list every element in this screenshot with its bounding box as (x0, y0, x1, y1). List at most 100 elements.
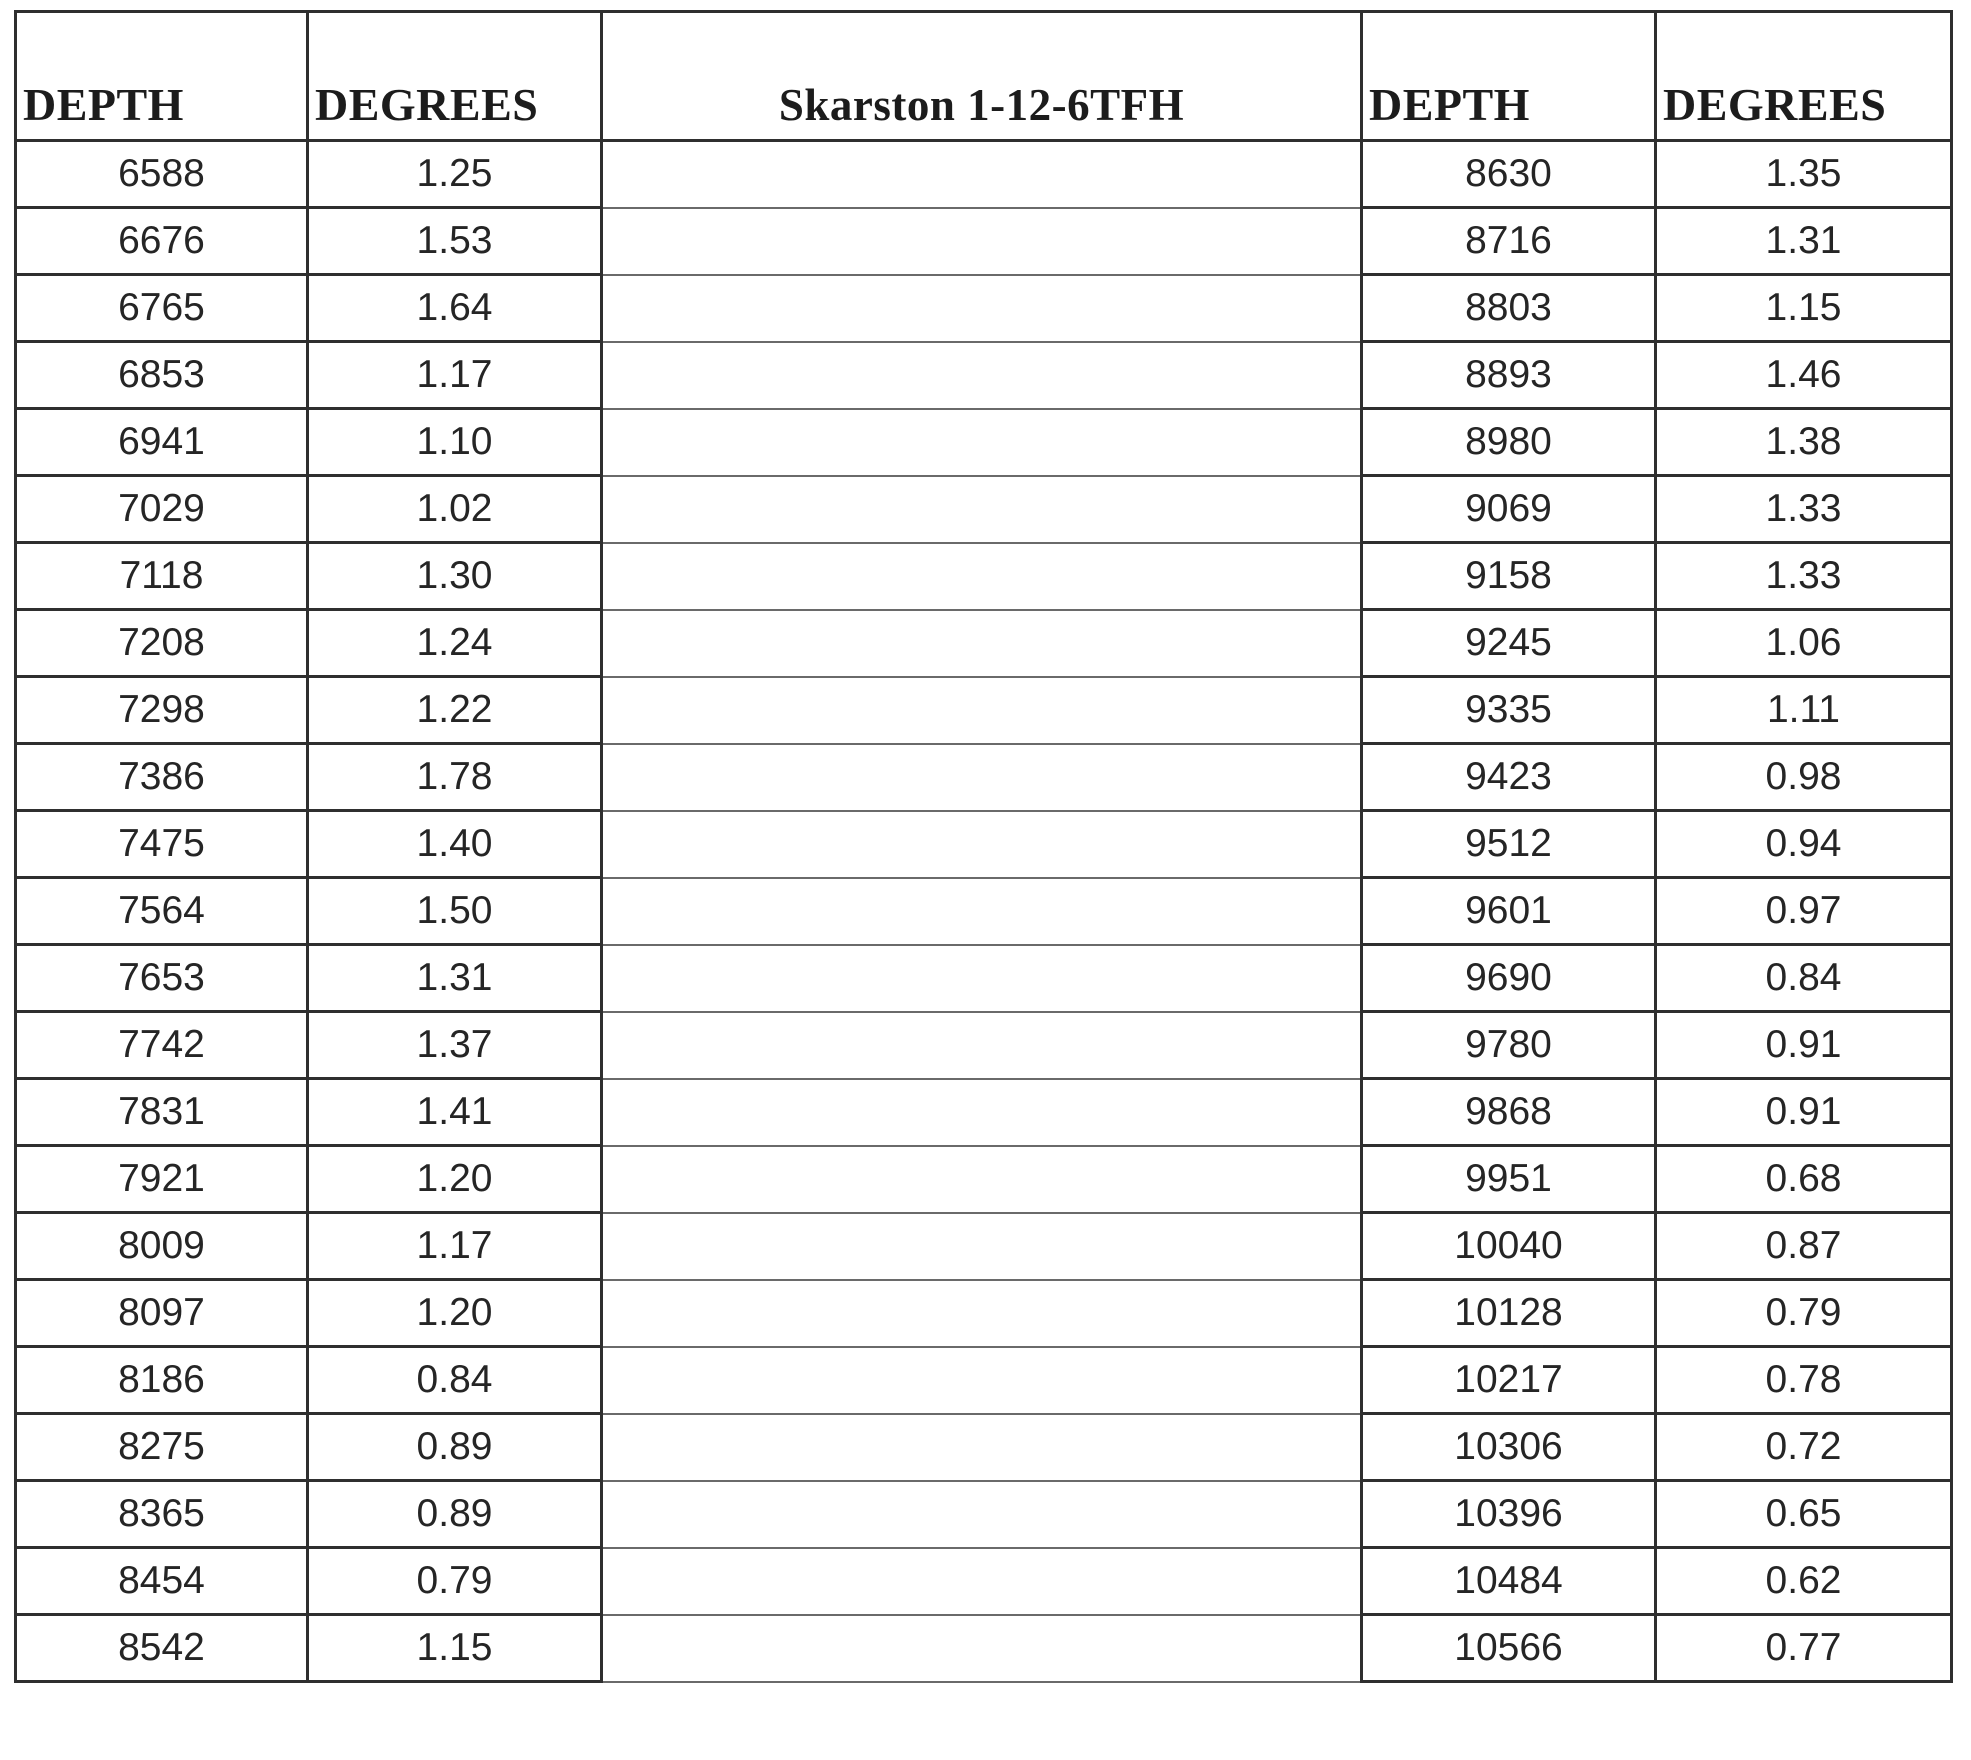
blank-middle-cell (600, 340, 1363, 410)
blank-middle-cell (600, 943, 1363, 1013)
depth-right-cell: 9512 (1360, 809, 1657, 879)
degrees-left-cell: 1.17 (306, 1211, 603, 1281)
depth-right-cell: 8716 (1360, 206, 1657, 276)
degrees-right-cell: 1.38 (1654, 407, 1953, 477)
table-row: 6588 1.25 8630 1.35 (14, 139, 1953, 209)
depth-right-cell: 9868 (1360, 1077, 1657, 1147)
depth-right-cell: 8893 (1360, 340, 1657, 410)
header-depth-right: DEPTH (1360, 10, 1657, 142)
blank-middle-cell (600, 1546, 1363, 1616)
depth-left-cell: 7653 (14, 943, 309, 1013)
depth-left-cell: 6853 (14, 340, 309, 410)
depth-right-cell: 8630 (1360, 139, 1657, 209)
blank-middle-cell (600, 273, 1363, 343)
table-body: 6588 1.25 8630 1.35 6676 1.53 8716 1.31 6765 1.64… (14, 139, 1953, 1683)
degrees-right-cell: 0.98 (1654, 742, 1953, 812)
degrees-left-cell: 1.25 (306, 139, 603, 209)
depth-right-cell: 9335 (1360, 675, 1657, 745)
depth-left-cell: 8275 (14, 1412, 309, 1482)
degrees-left-cell: 1.50 (306, 876, 603, 946)
table-row: 8275 0.89 10306 0.72 (14, 1412, 1953, 1482)
depth-right-cell: 9690 (1360, 943, 1657, 1013)
degrees-right-cell: 1.31 (1654, 206, 1953, 276)
degrees-right-cell: 0.77 (1654, 1613, 1953, 1683)
degrees-right-cell: 0.94 (1654, 809, 1953, 879)
blank-middle-cell (600, 1412, 1363, 1482)
table-row: 8009 1.17 10040 0.87 (14, 1211, 1953, 1281)
degrees-left-cell: 1.20 (306, 1278, 603, 1348)
degrees-left-cell: 1.37 (306, 1010, 603, 1080)
header-degrees-left: DEGREES (306, 10, 603, 142)
table-row: 7564 1.50 9601 0.97 (14, 876, 1953, 946)
depth-left-cell: 8186 (14, 1345, 309, 1415)
depth-right-cell: 8980 (1360, 407, 1657, 477)
degrees-right-cell: 1.06 (1654, 608, 1953, 678)
blank-middle-cell (600, 608, 1363, 678)
table-row: 7029 1.02 9069 1.33 (14, 474, 1953, 544)
degrees-left-cell: 1.22 (306, 675, 603, 745)
degrees-left-cell: 0.89 (306, 1479, 603, 1549)
degrees-left-cell: 1.41 (306, 1077, 603, 1147)
degrees-right-cell: 0.84 (1654, 943, 1953, 1013)
degrees-left-cell: 1.20 (306, 1144, 603, 1214)
depth-left-cell: 7831 (14, 1077, 309, 1147)
depth-right-cell: 8803 (1360, 273, 1657, 343)
blank-middle-cell (600, 1211, 1363, 1281)
depth-right-cell: 10128 (1360, 1278, 1657, 1348)
blank-middle-cell (600, 407, 1363, 477)
degrees-right-cell: 0.68 (1654, 1144, 1953, 1214)
depth-left-cell: 7742 (14, 1010, 309, 1080)
degrees-right-cell: 1.33 (1654, 541, 1953, 611)
depth-right-cell: 10484 (1360, 1546, 1657, 1616)
degrees-left-cell: 1.64 (306, 273, 603, 343)
blank-middle-cell (600, 1077, 1363, 1147)
degrees-left-cell: 0.84 (306, 1345, 603, 1415)
table-row: 7653 1.31 9690 0.84 (14, 943, 1953, 1013)
depth-left-cell: 8365 (14, 1479, 309, 1549)
table-row: 8186 0.84 10217 0.78 (14, 1345, 1953, 1415)
depth-right-cell: 10040 (1360, 1211, 1657, 1281)
table-row: 6853 1.17 8893 1.46 (14, 340, 1953, 410)
depth-left-cell: 7118 (14, 541, 309, 611)
depth-left-cell: 6765 (14, 273, 309, 343)
well-name-title: Skarston 1-12-6TFH (600, 10, 1363, 142)
depth-left-cell: 7921 (14, 1144, 309, 1214)
table-row: 8365 0.89 10396 0.65 (14, 1479, 1953, 1549)
degrees-right-cell: 1.15 (1654, 273, 1953, 343)
blank-middle-cell (600, 139, 1363, 209)
degrees-left-cell: 1.40 (306, 809, 603, 879)
depth-left-cell: 7386 (14, 742, 309, 812)
table-row: 7208 1.24 9245 1.06 (14, 608, 1953, 678)
blank-middle-cell (600, 474, 1363, 544)
blank-middle-cell (600, 1479, 1363, 1549)
depth-right-cell: 10396 (1360, 1479, 1657, 1549)
degrees-right-cell: 0.91 (1654, 1077, 1953, 1147)
degrees-left-cell: 0.79 (306, 1546, 603, 1616)
header-row: DEPTH DEGREES Skarston 1-12-6TFH DEPTH D… (14, 10, 1953, 142)
depth-right-cell: 10217 (1360, 1345, 1657, 1415)
depth-left-cell: 6941 (14, 407, 309, 477)
degrees-right-cell: 1.11 (1654, 675, 1953, 745)
degrees-right-cell: 1.35 (1654, 139, 1953, 209)
degrees-left-cell: 0.89 (306, 1412, 603, 1482)
degrees-right-cell: 0.87 (1654, 1211, 1953, 1281)
depth-right-cell: 9601 (1360, 876, 1657, 946)
depth-right-cell: 9069 (1360, 474, 1657, 544)
depth-left-cell: 8009 (14, 1211, 309, 1281)
depth-left-cell: 8097 (14, 1278, 309, 1348)
depth-right-cell: 9780 (1360, 1010, 1657, 1080)
degrees-right-cell: 0.72 (1654, 1412, 1953, 1482)
blank-middle-cell (600, 1278, 1363, 1348)
deviation-survey-table: DEPTH DEGREES Skarston 1-12-6TFH DEPTH D… (14, 10, 1953, 1683)
blank-middle-cell (600, 541, 1363, 611)
degrees-right-cell: 0.97 (1654, 876, 1953, 946)
blank-middle-cell (600, 1010, 1363, 1080)
depth-right-cell: 9423 (1360, 742, 1657, 812)
depth-left-cell: 8454 (14, 1546, 309, 1616)
depth-left-cell: 6588 (14, 139, 309, 209)
degrees-left-cell: 1.15 (306, 1613, 603, 1683)
depth-left-cell: 7475 (14, 809, 309, 879)
header-degrees-right: DEGREES (1654, 10, 1953, 142)
depth-left-cell: 8542 (14, 1613, 309, 1683)
table-row: 7118 1.30 9158 1.33 (14, 541, 1953, 611)
